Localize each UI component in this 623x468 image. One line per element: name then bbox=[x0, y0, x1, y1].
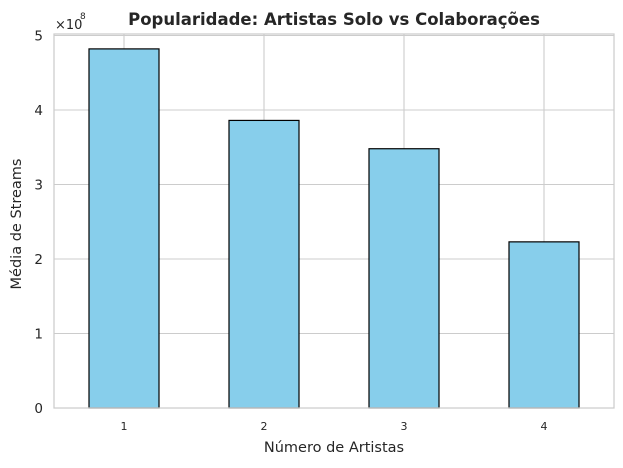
y-axis-label: Média de Streams bbox=[9, 159, 25, 290]
y-tick-label: 2 bbox=[34, 252, 43, 268]
y-tick-label: 4 bbox=[34, 103, 43, 119]
bar bbox=[88, 48, 160, 409]
offset-base: ×10 bbox=[55, 18, 82, 33]
y-tick-label: 0 bbox=[34, 401, 43, 417]
x-tick-label: 2 bbox=[261, 420, 268, 433]
y-axis-offset-text: ×10 8 bbox=[55, 12, 86, 33]
bar bbox=[508, 241, 580, 409]
bar-layer bbox=[88, 48, 580, 409]
y-tick-label: 1 bbox=[34, 326, 43, 342]
chart-title: Popularidade: Artistas Solo vs Colaboraç… bbox=[128, 10, 540, 29]
y-tick-label: 3 bbox=[34, 177, 43, 193]
bar bbox=[228, 119, 300, 409]
bar bbox=[368, 148, 440, 409]
y-tick-label: 5 bbox=[34, 28, 43, 44]
x-tick-label: 1 bbox=[121, 420, 128, 433]
offset-exponent: 8 bbox=[80, 12, 86, 22]
plot-frame bbox=[53, 33, 615, 409]
x-axis-label: Número de Artistas bbox=[264, 440, 404, 456]
x-tick-label: 4 bbox=[541, 420, 548, 433]
tick-layer: 0 1 2 3 4 5 1 2 3 4 bbox=[34, 28, 547, 433]
x-tick-label: 3 bbox=[401, 420, 408, 433]
